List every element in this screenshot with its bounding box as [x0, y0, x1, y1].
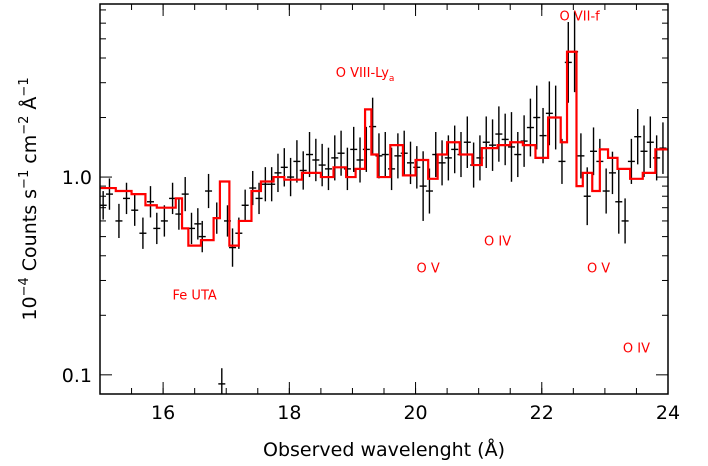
data-point [388, 147, 396, 191]
data-point [356, 137, 364, 183]
data-point [350, 126, 358, 172]
data-point [293, 140, 301, 183]
data-point [229, 228, 237, 267]
data-point [495, 106, 503, 162]
x-axis-title: Observed wavelenght (Å) [263, 438, 505, 461]
data-point [218, 368, 226, 394]
data-point [583, 167, 591, 226]
data-point [451, 125, 459, 174]
data-point [312, 138, 320, 182]
data-point [205, 173, 213, 209]
ticks-layer [99, 4, 669, 394]
data-point [337, 130, 345, 176]
model-curve [100, 50, 668, 247]
data-point [146, 186, 154, 218]
data-point [621, 198, 629, 244]
data-point [198, 220, 206, 253]
line-annotation: O V [417, 261, 440, 276]
data-point [115, 203, 123, 239]
series-layer [99, 11, 668, 394]
data-point [299, 151, 307, 190]
y-axis-title: 10−4 Counts s−1 cm−2 Å−1 [17, 77, 41, 320]
data-point [413, 146, 421, 189]
data-point [318, 143, 326, 187]
data-point [533, 85, 541, 150]
line-annotation: O VIII-Lya [336, 66, 395, 84]
data-point [482, 116, 490, 169]
data-point [646, 116, 654, 169]
data-point [369, 97, 377, 156]
data-point [241, 189, 249, 221]
data-point [425, 168, 433, 214]
data-point [615, 169, 623, 234]
x-tick-label: 16 [151, 402, 175, 424]
data-point [343, 147, 351, 191]
data-point [153, 212, 161, 245]
data-point [526, 98, 534, 157]
data-point [407, 141, 415, 185]
data-point [274, 153, 282, 193]
data-point [514, 131, 522, 178]
data-point [249, 170, 257, 206]
data-point [400, 130, 408, 176]
data-point [558, 138, 566, 184]
data-point [463, 116, 471, 169]
data-point [539, 107, 547, 164]
x-tick-label: 24 [656, 402, 680, 424]
data-point [438, 140, 446, 186]
data-point [659, 122, 667, 174]
y-tick-label: 1.0 [62, 167, 92, 189]
data-point [131, 194, 139, 226]
data-point [419, 151, 427, 221]
data-point [105, 178, 113, 210]
line-annotation: O IV [623, 341, 650, 356]
data-point [324, 147, 332, 191]
data-point [489, 119, 497, 171]
data-point [255, 182, 263, 215]
data-point [520, 115, 528, 167]
x-tick-label: 22 [530, 402, 554, 424]
y-tick-label: 0.1 [62, 365, 92, 387]
data-point [577, 133, 585, 179]
data-point [640, 125, 648, 178]
data-point [590, 127, 598, 176]
data-point [123, 182, 131, 215]
data-point [507, 112, 515, 182]
x-tick-label: 20 [403, 402, 427, 424]
data-point [375, 133, 383, 179]
data-point [287, 157, 295, 197]
data-point [394, 133, 402, 179]
data-point [545, 81, 553, 146]
data-point [602, 168, 610, 214]
data-point [501, 113, 509, 166]
x-tick-label: 18 [277, 402, 301, 424]
data-point [627, 138, 635, 184]
data-point [331, 135, 339, 181]
data-point [139, 217, 147, 249]
data-point [306, 131, 314, 178]
line-annotation: O VII-f [560, 9, 601, 24]
line-annotation: O V [587, 261, 610, 276]
data-point [362, 126, 370, 172]
data-point [194, 208, 202, 240]
data-point [564, 22, 572, 103]
labels-layer: 16 18 20 22 24 0.1 1.0 [62, 167, 680, 424]
line-annotation: O IV [484, 235, 511, 250]
data-point [381, 131, 389, 178]
data-point [160, 205, 168, 237]
data-point [181, 177, 189, 212]
annotation-layer: O VIII-Lya O VII-f Fe UTA O V O IV O V O IV [173, 9, 651, 356]
data-point [261, 167, 269, 202]
line-annotation: Fe UTA [173, 289, 217, 304]
data-point [634, 109, 642, 165]
data-point [268, 167, 276, 202]
